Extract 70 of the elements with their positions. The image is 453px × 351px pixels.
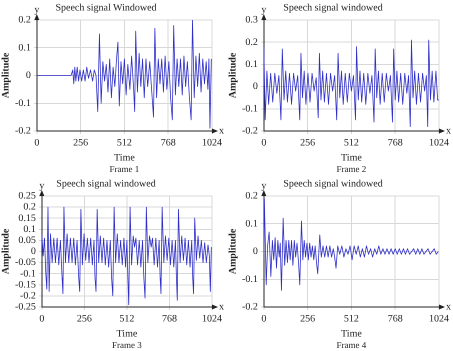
text: y — [39, 180, 44, 192]
x-tick-label: 256 — [76, 313, 92, 324]
y-tick-label: 0 — [252, 246, 258, 257]
text: y — [261, 180, 266, 192]
y-tick-label: -0.05 — [14, 256, 36, 268]
x-tick-label: 1024 — [429, 313, 449, 324]
x-tick-label: 256 — [73, 138, 88, 149]
chart-title: Speech signal Windowed — [55, 2, 157, 14]
y-tick-label: 0.2 — [23, 201, 36, 212]
y-tick-label: -0.1 — [242, 273, 258, 284]
x-tick-label: 768 — [160, 138, 176, 149]
x-tick-label: 512 — [116, 138, 132, 149]
x-tick-label: 1024 — [202, 313, 222, 324]
y-tick-label: 0.05 — [18, 234, 36, 246]
y-tick-label: 0 — [252, 81, 258, 92]
y-tick-label: 0.25 — [18, 190, 36, 202]
text: y — [261, 4, 266, 16]
y-axis-title: Amplitude — [228, 52, 239, 98]
text: Frame 1 — [110, 164, 140, 174]
x-axis-title: Time — [114, 152, 136, 164]
x-tick-label: 512 — [119, 313, 134, 324]
x-tick-label: 0 — [261, 138, 266, 149]
y-tick-label: -0.2 — [242, 301, 258, 312]
y-tick-label: -0.2 — [242, 126, 258, 137]
y-tick-label: -0.25 — [14, 301, 36, 312]
y-tick-label: -0.2 — [14, 126, 31, 137]
y-tick-label: 0.2 — [245, 190, 258, 202]
chart-title: Speech signal windowed — [283, 178, 383, 190]
y-tick-label: 0.1 — [245, 218, 258, 229]
y-tick-label: 0 — [30, 246, 36, 257]
x-axis-title: Time — [116, 328, 138, 340]
x-tick-label: 512 — [344, 313, 359, 324]
y-tick-label: -0.1 — [242, 103, 258, 114]
x-tick-label: 768 — [388, 313, 403, 324]
y-axis-title: Amplitude — [0, 52, 12, 98]
x-tick-label: 768 — [388, 138, 403, 149]
y-tick-label: 0.3 — [245, 14, 258, 26]
y-tick-label: 0.2 — [18, 14, 31, 26]
y-tick-label: 0.1 — [245, 59, 258, 70]
y-axis-title: Amplitude — [0, 228, 12, 274]
text: y — [34, 4, 40, 16]
y-axis-title: Amplitude — [228, 228, 239, 274]
text: x — [219, 126, 224, 137]
x-axis-title: Time — [341, 328, 362, 340]
text: Frame 2 — [336, 164, 366, 174]
y-tick-label: 0.2 — [245, 36, 258, 48]
x-tick-label: 256 — [300, 138, 316, 149]
text: x — [219, 301, 224, 312]
x-tick-label: 0 — [39, 313, 44, 324]
x-tick-label: 1024 — [202, 138, 222, 149]
chart-title: Speech signal windowed — [56, 178, 156, 190]
y-tick-label: 0.1 — [23, 223, 36, 234]
y-tick-label: -0.1 — [14, 98, 31, 109]
y-tick-label: -0.1 — [20, 268, 36, 279]
text: Frame 3 — [112, 339, 142, 350]
x-tick-label: 512 — [344, 138, 359, 149]
x-tick-label: 768 — [162, 313, 177, 324]
x-tick-label: 1024 — [429, 138, 449, 149]
y-tick-label: -0.2 — [20, 290, 36, 302]
x-tick-label: 0 — [261, 313, 266, 324]
y-tick-label: -0.15 — [14, 278, 36, 290]
y-tick-label: 0.15 — [18, 212, 36, 224]
text: Frame 4 — [336, 339, 367, 350]
x-axis-title: Time — [341, 152, 362, 164]
x-tick-label: 256 — [300, 313, 316, 324]
chart-title: Speech signal windowed — [283, 2, 383, 14]
text: x — [446, 126, 451, 137]
y-tick-label: 0 — [26, 70, 31, 82]
y-tick-label: 0.1 — [18, 42, 31, 54]
text: x — [446, 301, 451, 312]
